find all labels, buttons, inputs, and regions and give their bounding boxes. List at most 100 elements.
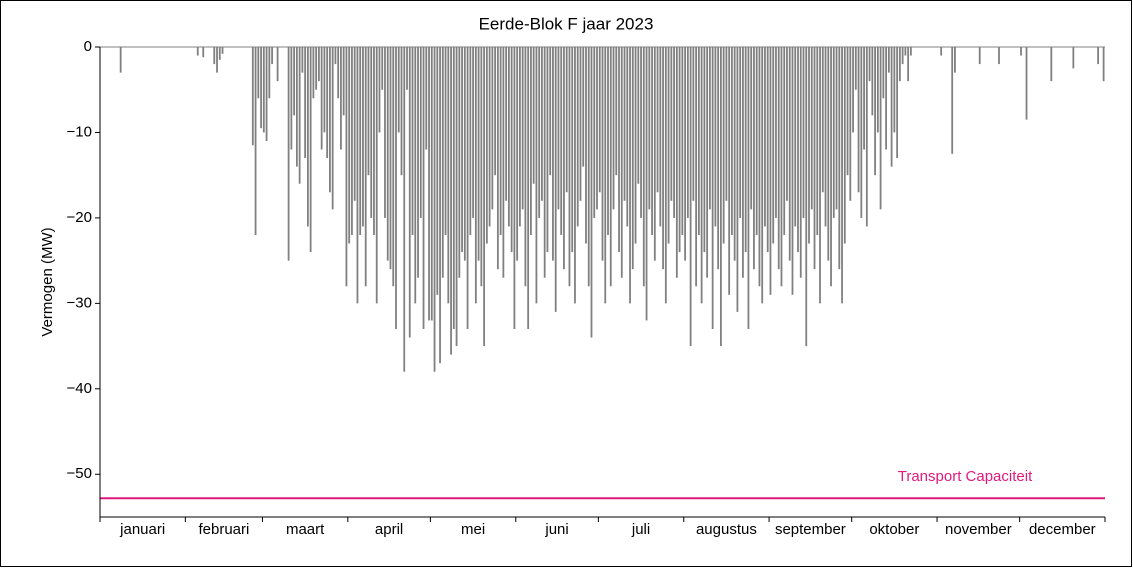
bar: [524, 47, 527, 287]
bar: [505, 47, 508, 201]
bar: [640, 47, 642, 218]
bar: [466, 47, 469, 329]
bar: [898, 47, 901, 82]
bar: [348, 47, 351, 244]
bar: [450, 47, 452, 355]
bar: [675, 47, 678, 278]
bar: [758, 47, 761, 287]
bar: [766, 47, 769, 253]
bar: [582, 47, 585, 167]
bar: [893, 47, 896, 133]
bar: [821, 47, 824, 193]
bar: [695, 47, 698, 287]
bar: [400, 47, 403, 176]
bar: [590, 47, 593, 338]
y-tick-label: 0: [84, 38, 92, 55]
bar: [868, 47, 871, 82]
bar: [692, 47, 695, 201]
bar: [769, 47, 772, 295]
y-tick-label: −20: [67, 209, 92, 226]
bar: [408, 47, 411, 338]
bar: [744, 47, 747, 253]
bar: [684, 47, 687, 261]
bar: [202, 47, 205, 58]
bar: [455, 47, 458, 347]
bar: [213, 47, 216, 65]
bar: [507, 47, 510, 227]
bar: [799, 47, 802, 278]
bar: [890, 47, 893, 167]
bar: [755, 47, 758, 235]
bar: [293, 47, 296, 116]
bar: [904, 47, 907, 56]
bar: [832, 47, 835, 218]
bar: [835, 47, 838, 210]
x-tick-label: maart: [286, 521, 325, 538]
bar: [309, 47, 312, 253]
bar: [736, 47, 739, 312]
bar: [543, 47, 546, 278]
x-tick-label: oktober: [869, 521, 919, 538]
bar: [554, 47, 557, 312]
bar: [857, 47, 860, 193]
bar: [218, 47, 221, 60]
x-tick-label: mei: [461, 521, 485, 538]
bar: [598, 47, 601, 193]
bar: [392, 47, 395, 287]
bar: [549, 47, 552, 176]
bar: [764, 47, 766, 227]
bar: [585, 47, 587, 244]
bar: [375, 47, 378, 304]
bar: [1097, 47, 1100, 65]
bar: [458, 47, 461, 278]
bar: [714, 47, 717, 227]
bar: [882, 47, 885, 99]
bar: [373, 47, 375, 235]
bar: [788, 47, 791, 261]
bar: [879, 47, 882, 210]
bar: [499, 47, 502, 235]
x-tick-label: september: [775, 521, 846, 538]
bar: [494, 47, 497, 176]
bar: [631, 47, 634, 270]
bar: [530, 47, 532, 235]
bar: [653, 47, 656, 261]
bar: [312, 47, 315, 99]
bar: [430, 47, 433, 321]
bar: [747, 47, 750, 329]
bar: [618, 47, 620, 253]
bar: [444, 47, 447, 235]
bar: [673, 47, 675, 218]
bar: [359, 47, 362, 235]
bar: [656, 47, 659, 193]
bar: [797, 47, 799, 253]
x-tick-label: december: [1029, 521, 1096, 538]
bar: [337, 47, 340, 99]
bar: [356, 47, 359, 304]
bar: [290, 47, 293, 150]
bar: [251, 47, 254, 146]
bar: [417, 47, 419, 278]
bar: [381, 47, 384, 90]
bar: [733, 47, 736, 261]
bar: [329, 47, 331, 193]
bar: [271, 47, 273, 65]
bar: [414, 47, 417, 304]
bar: [854, 47, 857, 90]
bar: [719, 47, 722, 347]
bar: [1102, 47, 1105, 82]
bar: [824, 47, 827, 227]
bar: [1020, 47, 1022, 56]
bar: [609, 47, 612, 287]
bar: [909, 47, 912, 56]
bar: [221, 47, 224, 54]
bar: [516, 47, 519, 261]
bar: [637, 47, 640, 184]
bar: [541, 47, 543, 201]
x-tick-label: april: [375, 521, 403, 538]
bar: [452, 47, 455, 329]
x-tick-label: augustus: [696, 521, 757, 538]
bar: [436, 47, 439, 295]
